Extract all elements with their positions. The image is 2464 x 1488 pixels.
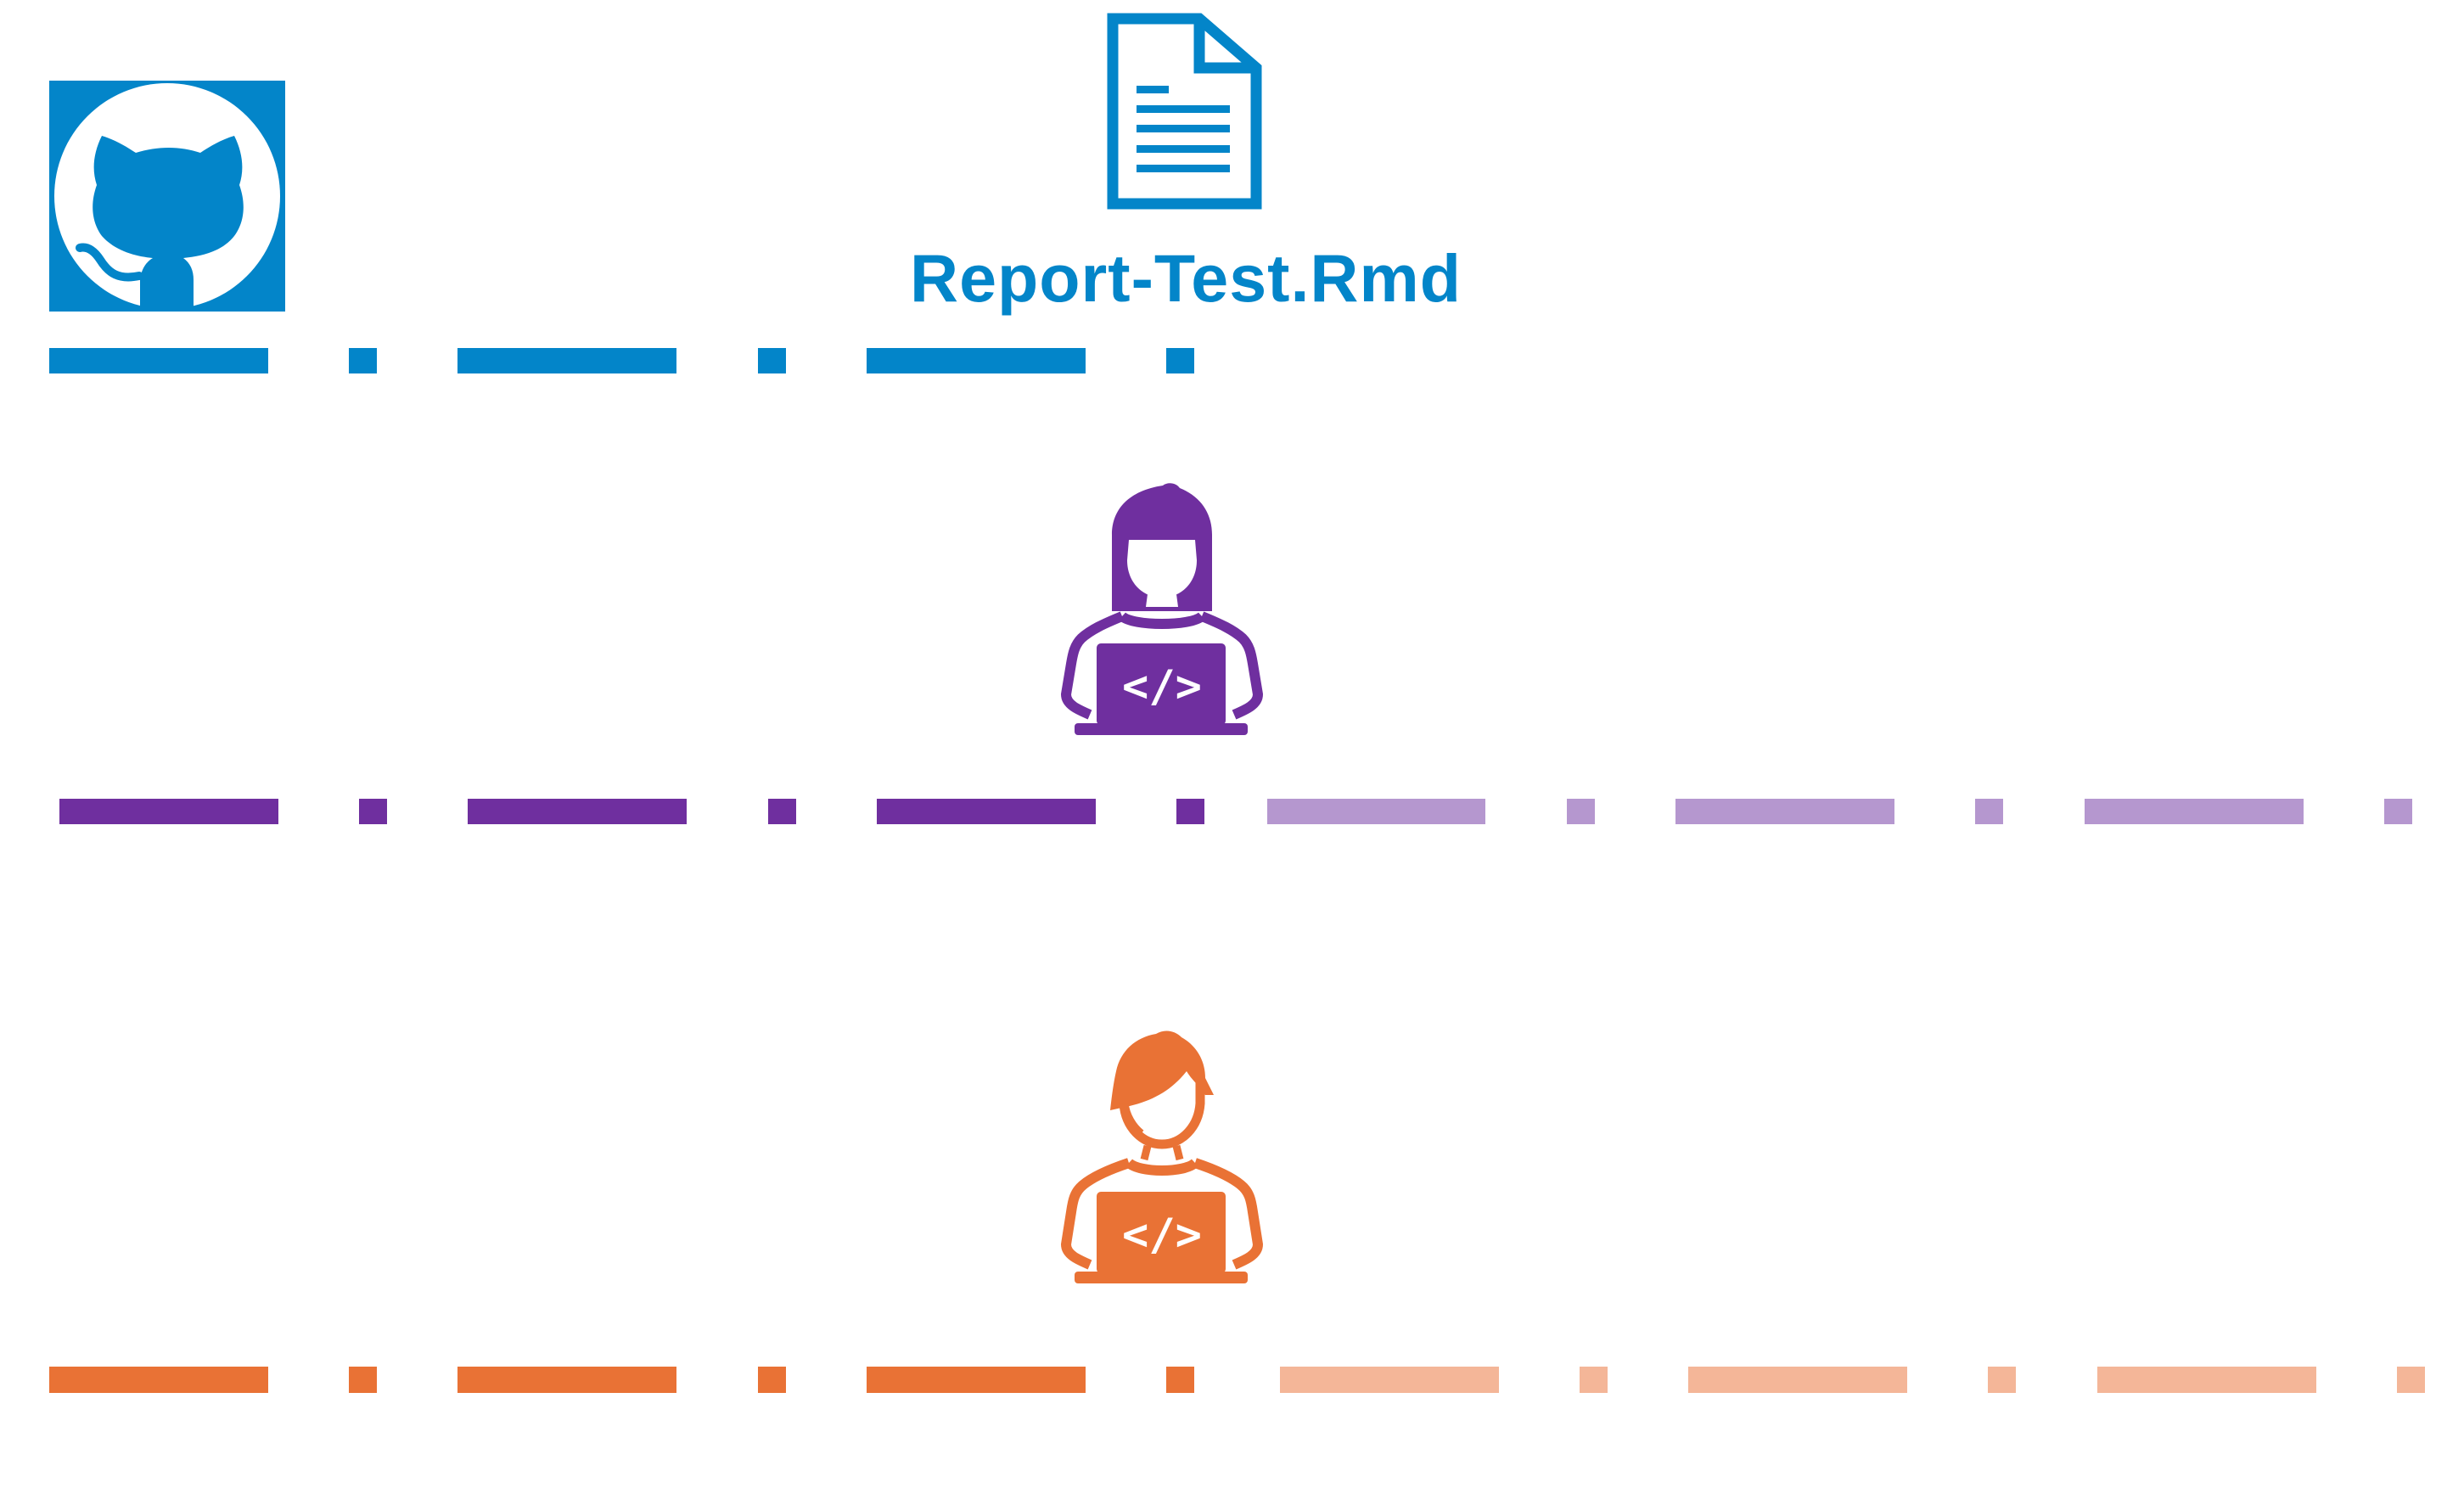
timeline-dash (59, 799, 278, 824)
dev1-timeline (59, 799, 2412, 824)
timeline-dot (2384, 799, 2412, 824)
timeline-dot (758, 1367, 786, 1393)
dev1-timeline-continuation (1267, 799, 2412, 824)
timeline-dot (1166, 1367, 1194, 1393)
timeline-dash (457, 1367, 676, 1393)
file-name-label: Report-Test.Rmd (910, 240, 1462, 316)
timeline-dash (468, 799, 687, 824)
timeline-dash (2085, 799, 2304, 824)
timeline-dash (49, 1367, 268, 1393)
timeline-dash (2097, 1367, 2316, 1393)
timeline-dash (457, 348, 676, 373)
timeline-dash (1688, 1367, 1907, 1393)
dev2-timeline-continuation (1280, 1367, 2425, 1393)
timeline-dot (1988, 1367, 2016, 1393)
timeline-dash (49, 348, 268, 373)
svg-text:</>: </> (1122, 661, 1202, 712)
timeline-dot (349, 1367, 377, 1393)
timeline-dash (1675, 799, 1894, 824)
developer-man-laptop-icon: </> (1061, 1030, 1263, 1283)
timeline-dot (1166, 348, 1194, 373)
timeline-dot (359, 799, 387, 824)
timeline-dot (768, 799, 796, 824)
timeline-dash (1267, 799, 1485, 824)
timeline-dot (1567, 799, 1595, 824)
timeline-dot (758, 348, 786, 373)
timeline-dash (867, 348, 1086, 373)
timeline-dot (1580, 1367, 1608, 1393)
dev2-timeline-active (49, 1367, 1194, 1393)
timeline-dot (1975, 799, 2003, 824)
timeline-dash (877, 799, 1096, 824)
svg-text:</>: </> (1122, 1210, 1202, 1261)
timeline-dash (867, 1367, 1086, 1393)
timeline-dot (1176, 799, 1204, 824)
document-icon (1107, 13, 1262, 210)
timeline-dot (2397, 1367, 2425, 1393)
repo-timeline (49, 348, 1194, 373)
github-icon (49, 81, 285, 312)
timeline-dash (1280, 1367, 1499, 1393)
timeline-dot (349, 348, 377, 373)
dev2-timeline (49, 1367, 2425, 1393)
developer-woman-laptop-icon: </> (1061, 483, 1263, 735)
dev1-timeline-active (59, 799, 1204, 824)
